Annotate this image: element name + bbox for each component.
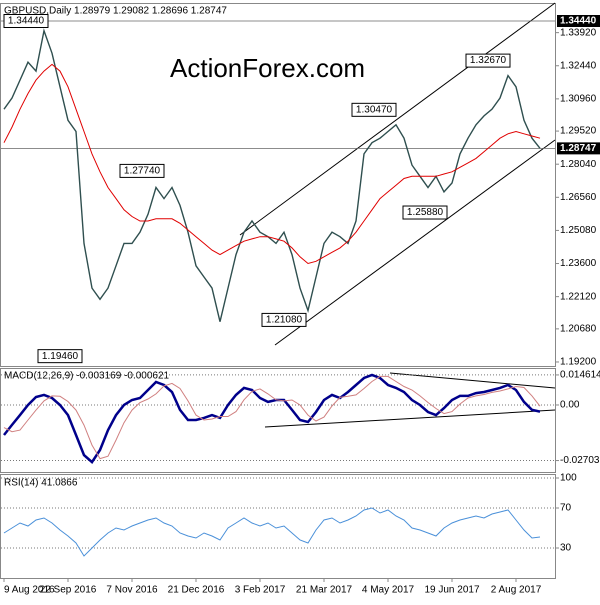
annotation-box: [402, 205, 448, 220]
y-tick-label: 1.19200: [560, 357, 597, 368]
annotation-box: [3, 14, 49, 29]
y-tick-label: 1.26560: [560, 192, 597, 203]
macd-panel: [0, 368, 556, 473]
y-tick-label: 1.32440: [560, 60, 597, 71]
channel-upper: [239, 2, 556, 236]
watermark: ActionForex.com: [170, 53, 365, 83]
macd-trend-upper: [389, 372, 556, 389]
series-line: [3, 28, 541, 322]
series-line: [3, 375, 541, 460]
x-tick-label: 7 Nov 2016: [106, 585, 158, 596]
macd-header: MACD(12,26,9) -0.003169 -0.000621: [4, 371, 170, 382]
y-tick-label: 100: [560, 473, 577, 484]
annotation-box: [465, 53, 511, 68]
y-tick-label: 1.30960: [560, 94, 597, 105]
annotation-box: [261, 312, 307, 327]
rsi-panel: [0, 474, 556, 579]
x-tick-label: 22 Sep 2016: [40, 585, 97, 596]
annotation-label: 1.21080: [266, 315, 303, 326]
y-tick-label: 1.28040: [560, 159, 597, 170]
y-tick-label: 0.00: [560, 400, 580, 411]
x-tick-label: 3 Feb 2017: [235, 585, 286, 596]
y-tick-label: 1.25080: [560, 225, 597, 236]
y-tick-label: 70: [560, 503, 572, 514]
price-level-box: [557, 142, 600, 155]
annotation-label: 1.32670: [470, 55, 507, 66]
annotation-label: 1.27740: [124, 166, 161, 177]
x-tick-label: 9 Aug 2016: [4, 585, 55, 596]
rsi-header: RSI(14) 41.0866: [4, 478, 78, 489]
y-tick-label: 1.22120: [560, 291, 597, 302]
y-tick-label: 1.20680: [560, 324, 597, 335]
annotation-label: 1.30470: [356, 104, 393, 115]
y-tick-label: 30: [560, 543, 572, 554]
x-tick-label: 2 Aug 2017: [491, 585, 542, 596]
price-level-label: 1.28747: [560, 143, 597, 154]
annotation-label: 1.19460: [42, 351, 79, 362]
price-panel: [0, 3, 556, 367]
annotation-label: 1.34440: [8, 16, 45, 27]
y-tick-label: 1.33920: [560, 27, 597, 38]
annotation-box: [37, 349, 83, 364]
price-level-label: 1.34440: [560, 16, 597, 27]
y-tick-label: 0.014614: [560, 370, 600, 381]
x-tick-label: 19 Jun 2017: [424, 585, 479, 596]
annotation-box: [351, 102, 397, 117]
channel-lower: [274, 139, 556, 346]
y-tick-label: 1.23600: [560, 258, 597, 269]
x-tick-label: 4 May 2017: [362, 585, 415, 596]
series-line: [3, 373, 541, 464]
series-line: [3, 63, 541, 265]
y-tick-label: 1.29520: [560, 126, 597, 137]
macd-trend-lower: [264, 409, 556, 428]
x-tick-label: 21 Mar 2017: [296, 585, 353, 596]
price-header: GBPUSD,Daily 1.28979 1.29082 1.28696 1.2…: [4, 6, 227, 17]
x-tick-label: 21 Dec 2016: [168, 585, 225, 596]
annotation-box: [119, 163, 165, 178]
annotation-label: 1.25880: [407, 207, 444, 218]
price-level-box: [557, 15, 600, 28]
series-line: [3, 507, 541, 557]
